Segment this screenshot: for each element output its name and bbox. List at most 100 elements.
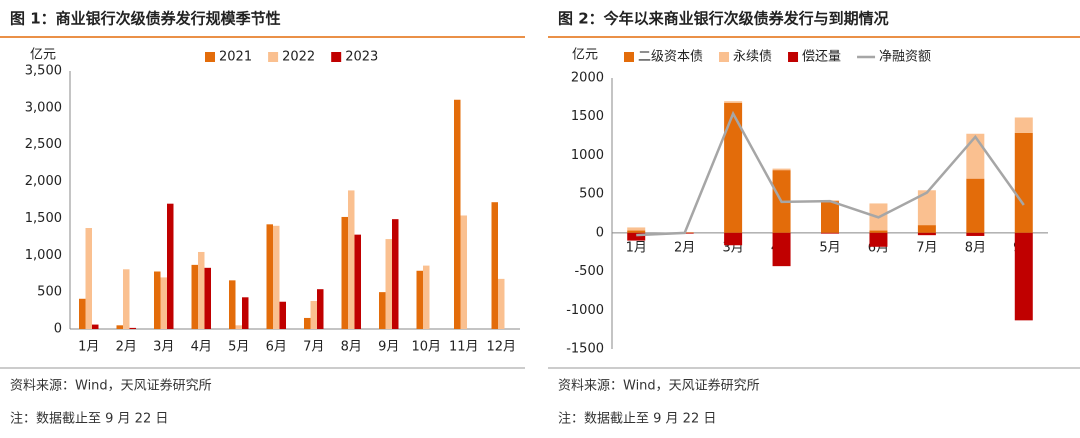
y-tick-label: -1000 — [566, 303, 604, 318]
bar-segment — [966, 179, 984, 233]
legend-label: 2021 — [219, 50, 252, 65]
legend-label: 2023 — [345, 50, 378, 65]
bar-segment — [627, 231, 645, 233]
bar-segment — [869, 231, 887, 233]
legend-swatch — [788, 52, 798, 62]
bar — [161, 277, 168, 329]
y-tick-label: 3,000 — [25, 100, 62, 115]
bar — [117, 325, 124, 329]
source: 资料来源：Wind，天风证券研究所 — [558, 378, 760, 394]
bar — [311, 301, 318, 329]
legend-swatch — [331, 52, 341, 62]
source: 资料来源：Wind，天风证券研究所 — [10, 378, 212, 394]
legend-label: 净融资额 — [879, 50, 931, 65]
y-axis-label: 亿元 — [30, 48, 56, 63]
bar — [229, 280, 236, 329]
y-tick-label: 500 — [579, 187, 604, 202]
x-tick-label: 1月 — [78, 340, 99, 355]
legend-swatch — [719, 52, 729, 62]
bar — [280, 302, 287, 329]
x-tick-label: 5月 — [819, 240, 840, 255]
y-tick-label: 3,500 — [25, 64, 62, 79]
bar — [273, 226, 280, 329]
y-tick-label: 0 — [596, 225, 604, 240]
legend-label: 偿还量 — [802, 50, 841, 65]
y-tick-label: 2,500 — [25, 137, 62, 152]
bar — [86, 228, 93, 329]
bar — [154, 272, 161, 329]
legend-swatch — [624, 52, 634, 62]
bar-segment — [724, 233, 742, 245]
x-tick-label: 10月 — [411, 340, 441, 355]
bar — [267, 224, 274, 329]
chart-title: 图 1：商业银行次级债券发行规模季节性 — [10, 10, 281, 28]
bar — [461, 215, 468, 329]
y-tick-label: 2,000 — [25, 174, 62, 189]
y-tick-label: 1000 — [571, 148, 604, 163]
x-tick-label: 4月 — [191, 340, 212, 355]
note: 注：数据截止至 9 月 22 日 — [10, 412, 168, 427]
x-tick-label: 9月 — [378, 340, 399, 355]
x-tick-label: 5月 — [228, 340, 249, 355]
bar-segment — [918, 233, 936, 235]
bar — [79, 299, 86, 329]
x-tick-label: 12月 — [486, 340, 516, 355]
bar-segment — [966, 233, 984, 236]
x-tick-label: 3月 — [153, 340, 174, 355]
legend-label: 二级资本债 — [638, 50, 703, 65]
bar — [192, 265, 199, 329]
bar-segment — [724, 101, 742, 103]
bar-segment — [1015, 117, 1033, 132]
x-tick-label: 2月 — [116, 340, 137, 355]
y-tick-label: -500 — [574, 264, 604, 279]
legend-swatch — [205, 52, 215, 62]
chart-title: 图 2：今年以来商业银行次级债券发行与到期情况 — [558, 10, 889, 28]
bar-segment — [773, 169, 791, 171]
y-tick-label: 1,500 — [25, 211, 62, 226]
bar — [317, 289, 324, 329]
y-tick-label: 1,000 — [25, 248, 62, 263]
y-tick-label: 2000 — [571, 71, 604, 86]
bar — [498, 279, 505, 329]
x-tick-label: 2月 — [674, 240, 695, 255]
bar-segment — [1015, 133, 1033, 233]
bar — [392, 219, 399, 329]
bar-segment — [821, 233, 839, 234]
x-tick-label: 8月 — [341, 340, 362, 355]
bar — [167, 204, 174, 329]
bar-segment — [773, 233, 791, 266]
x-tick-label: 11月 — [449, 340, 479, 355]
legend-label: 永续债 — [733, 50, 772, 65]
bar — [342, 217, 349, 329]
bar — [123, 269, 130, 329]
bar — [417, 271, 424, 329]
bar — [492, 202, 499, 329]
legend-label: 2022 — [282, 50, 315, 65]
bar — [242, 297, 249, 329]
bar — [92, 325, 99, 329]
bar-segment — [918, 225, 936, 233]
bar-segment — [724, 103, 742, 233]
bar-segment — [869, 233, 887, 247]
bar — [348, 190, 355, 329]
x-tick-label: 1月 — [626, 240, 647, 255]
bar — [130, 328, 137, 329]
bar — [236, 325, 243, 329]
x-tick-label: 8月 — [965, 240, 986, 255]
bar — [355, 235, 362, 329]
bar-segment — [966, 134, 984, 179]
bar — [379, 292, 386, 329]
bar — [423, 266, 430, 329]
bar-segment — [1015, 233, 1033, 320]
y-tick-label: 500 — [37, 285, 62, 300]
x-tick-label: 6月 — [266, 340, 287, 355]
bar — [198, 252, 205, 329]
bar — [386, 239, 393, 329]
y-tick-label: 0 — [54, 322, 62, 337]
y-axis-label: 亿元 — [572, 48, 598, 63]
bar — [454, 100, 461, 329]
y-tick-label: 1500 — [571, 109, 604, 124]
legend-swatch — [268, 52, 278, 62]
